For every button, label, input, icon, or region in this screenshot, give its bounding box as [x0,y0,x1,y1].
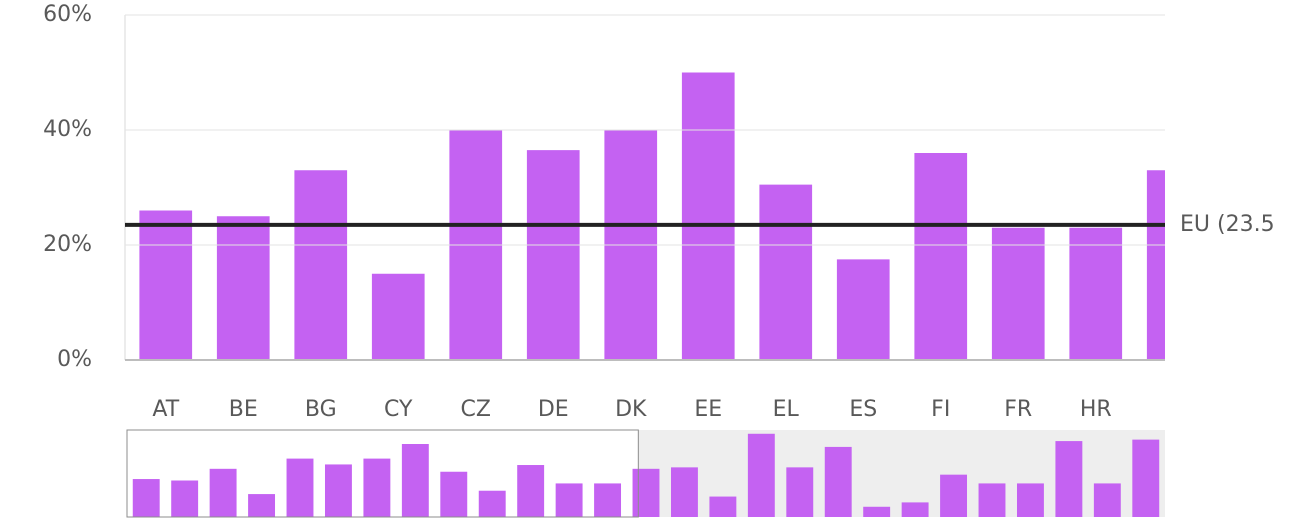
navigator-bar [901,502,929,517]
navigator-bar [863,506,891,517]
navigator-bar [440,471,468,517]
bar [139,210,193,360]
y-tick-label: 60% [43,2,92,27]
bar [681,72,735,360]
bar [836,259,890,360]
bar [216,216,270,360]
x-tick-label: FI [931,397,950,422]
y-tick-label: 40% [43,117,92,142]
navigator-bar [940,474,968,517]
x-tick-label: HR [1080,397,1112,422]
navigator-bar [747,433,775,517]
bar [1146,170,1165,360]
navigator-bar [555,483,583,517]
x-tick-label: FR [1004,397,1032,422]
navigator-bar [517,465,545,517]
navigator-bar [632,468,660,517]
x-tick-label: CZ [461,397,491,422]
bar [914,153,968,360]
bar [294,170,348,360]
navigator-bar [594,483,622,517]
reference-label: EU (23.5 [1180,212,1275,237]
navigator-bar [286,458,314,517]
navigator-bar [171,480,199,517]
y-tick-label: 0% [57,347,92,372]
navigator-bar [1132,439,1160,517]
bar [991,227,1045,360]
x-tick-label: EE [694,397,722,422]
axes: 0% 20% 40% 60% AT BE BG CY CZ DE DK EE EL ES FI FR HR EU … [43,2,1274,422]
x-tick-label: CY [384,397,413,422]
navigator-bar [1093,483,1121,517]
navigator-bar [670,467,698,517]
navigator-bar [1055,441,1083,517]
bar [1069,227,1123,360]
navigator-bar [709,496,737,517]
navigator-bar [824,446,852,517]
x-tick-label: DK [615,397,647,422]
x-tick-label: BE [229,397,258,422]
navigator-bar [363,458,391,517]
x-tick-label: ES [849,397,877,422]
x-tick-label: AT [152,397,179,422]
plot-area [139,72,1165,360]
navigator-bar [978,483,1006,517]
x-tick-label: EL [773,397,800,422]
navigator-bar [401,444,429,517]
navigator[interactable] [126,429,1165,518]
navigator-bar [1016,483,1044,517]
bar [526,150,580,360]
bar [759,184,813,360]
navigator-bar [132,479,160,517]
bar [371,273,425,360]
x-tick-label: BG [305,397,337,422]
navigator-bar [786,467,814,517]
y-tick-label: 20% [43,232,92,257]
navigator-bar [478,490,506,517]
navigator-bar [324,464,352,517]
x-tick-label: DE [538,397,569,422]
navigator-selection[interactable] [126,429,639,518]
navigator-bar [248,494,276,517]
navigator-bar [209,468,237,517]
